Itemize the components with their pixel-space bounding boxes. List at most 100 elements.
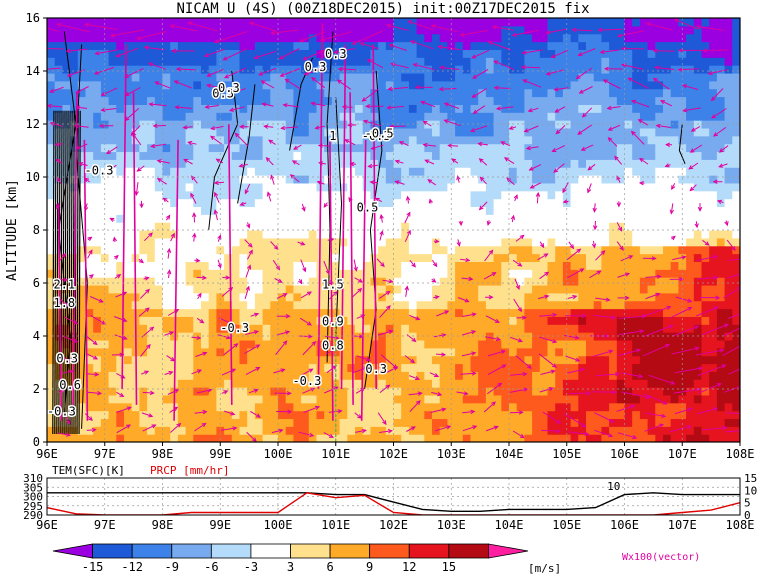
heatmap-cell <box>678 316 687 325</box>
heatmap-cell <box>224 190 233 200</box>
heatmap-cell <box>524 214 533 223</box>
heatmap-cell <box>278 222 287 231</box>
heatmap-cell <box>485 33 495 43</box>
heatmap-cell <box>93 112 102 121</box>
heatmap-cell <box>424 214 433 223</box>
heatmap-cell <box>401 222 410 231</box>
heatmap-cell <box>593 88 602 98</box>
heatmap-cell <box>601 88 610 98</box>
heatmap-cell <box>362 25 371 35</box>
heatmap-cell <box>77 261 87 270</box>
heatmap-cell <box>401 182 410 192</box>
heatmap-cell <box>509 88 518 98</box>
heatmap-cell <box>385 120 395 129</box>
heatmap-cell <box>724 261 733 270</box>
heatmap-cell <box>254 387 264 396</box>
heatmap-cell <box>424 363 433 372</box>
heatmap-cell <box>216 198 225 208</box>
heatmap-cell <box>131 33 140 43</box>
heatmap-cell <box>609 222 618 231</box>
heatmap-cell <box>547 104 556 113</box>
heatmap-cell <box>547 261 556 270</box>
heatmap-cell <box>239 300 248 310</box>
heatmap-cell <box>239 371 248 380</box>
heatmap-cell <box>185 261 194 270</box>
heatmap-cell <box>170 33 179 43</box>
heatmap-cell <box>663 426 672 435</box>
heatmap-cell <box>570 65 579 74</box>
heatmap-cell <box>663 25 672 35</box>
heatmap-cell <box>593 261 602 270</box>
heatmap-cell <box>139 339 148 349</box>
heatmap-cell <box>378 394 387 404</box>
heatmap-cell <box>316 434 325 442</box>
heatmap-cell <box>555 88 564 98</box>
heatmap-cell <box>208 277 217 286</box>
heatmap-cell <box>224 316 233 325</box>
heatmap-cell <box>70 387 79 396</box>
heatmap-cell <box>77 104 87 113</box>
heatmap-cell <box>724 316 733 325</box>
heatmap-cell <box>478 387 487 396</box>
heatmap-cell <box>716 151 726 160</box>
heatmap-cell <box>547 230 556 239</box>
heatmap-cell <box>424 269 433 278</box>
heatmap-cell <box>378 198 387 208</box>
heatmap-cell <box>362 355 371 365</box>
heatmap-cell <box>47 394 56 404</box>
heatmap-cell <box>308 402 318 412</box>
wind-vector-head <box>49 121 55 127</box>
heatmap-cell <box>347 135 356 145</box>
heatmap-cell <box>170 332 179 341</box>
heatmap-cell <box>116 41 125 51</box>
heatmap-cell <box>224 182 233 192</box>
heatmap-cell <box>439 112 448 121</box>
heatmap-cell <box>647 159 656 168</box>
heatmap-cell <box>632 355 641 365</box>
heatmap-cell <box>154 96 164 105</box>
heatmap-cell <box>201 434 210 442</box>
heatmap-cell <box>501 292 510 302</box>
heatmap-cell <box>655 387 664 396</box>
heatmap-cell <box>108 363 117 372</box>
heatmap-cell <box>701 57 710 66</box>
heatmap-cell <box>501 182 510 192</box>
heatmap-cell <box>716 72 726 82</box>
heatmap-cell <box>447 41 456 51</box>
heatmap-cell <box>147 159 156 168</box>
heatmap-cell <box>316 104 325 113</box>
heatmap-cell <box>562 57 572 66</box>
heatmap-cell <box>147 175 156 184</box>
heatmap-cell <box>162 167 171 176</box>
heatmap-cell <box>85 402 94 412</box>
heatmap-cell <box>686 151 695 160</box>
heatmap-cell <box>224 175 233 184</box>
heatmap-cell <box>632 190 641 200</box>
heatmap-cell <box>147 72 156 82</box>
heatmap-cell <box>331 237 341 247</box>
heatmap-cell <box>555 41 564 51</box>
heatmap-cell <box>539 41 549 51</box>
heatmap-cell <box>624 206 633 215</box>
heatmap-cell <box>470 316 479 325</box>
heatmap-cell <box>424 159 433 168</box>
heatmap-cell <box>62 277 71 286</box>
heatmap-cell <box>547 363 556 372</box>
heatmap-cell <box>193 159 202 168</box>
heatmap-cell <box>378 72 387 82</box>
heatmap-cell <box>509 127 518 137</box>
heatmap-cell <box>493 363 502 372</box>
heatmap-cell <box>278 230 287 239</box>
wind-vector-head <box>116 274 122 279</box>
heatmap-cell <box>316 308 325 317</box>
heatmap-cell <box>609 167 618 176</box>
heatmap-cell <box>285 339 294 349</box>
heatmap-cell <box>732 127 740 137</box>
heatmap-cell <box>555 261 564 270</box>
heatmap-cell <box>316 49 325 58</box>
heatmap-cell <box>308 387 318 396</box>
heatmap-cell <box>201 230 210 239</box>
heatmap-cell <box>655 49 664 58</box>
heatmap-cell <box>339 277 348 286</box>
heatmap-cell <box>586 127 595 137</box>
